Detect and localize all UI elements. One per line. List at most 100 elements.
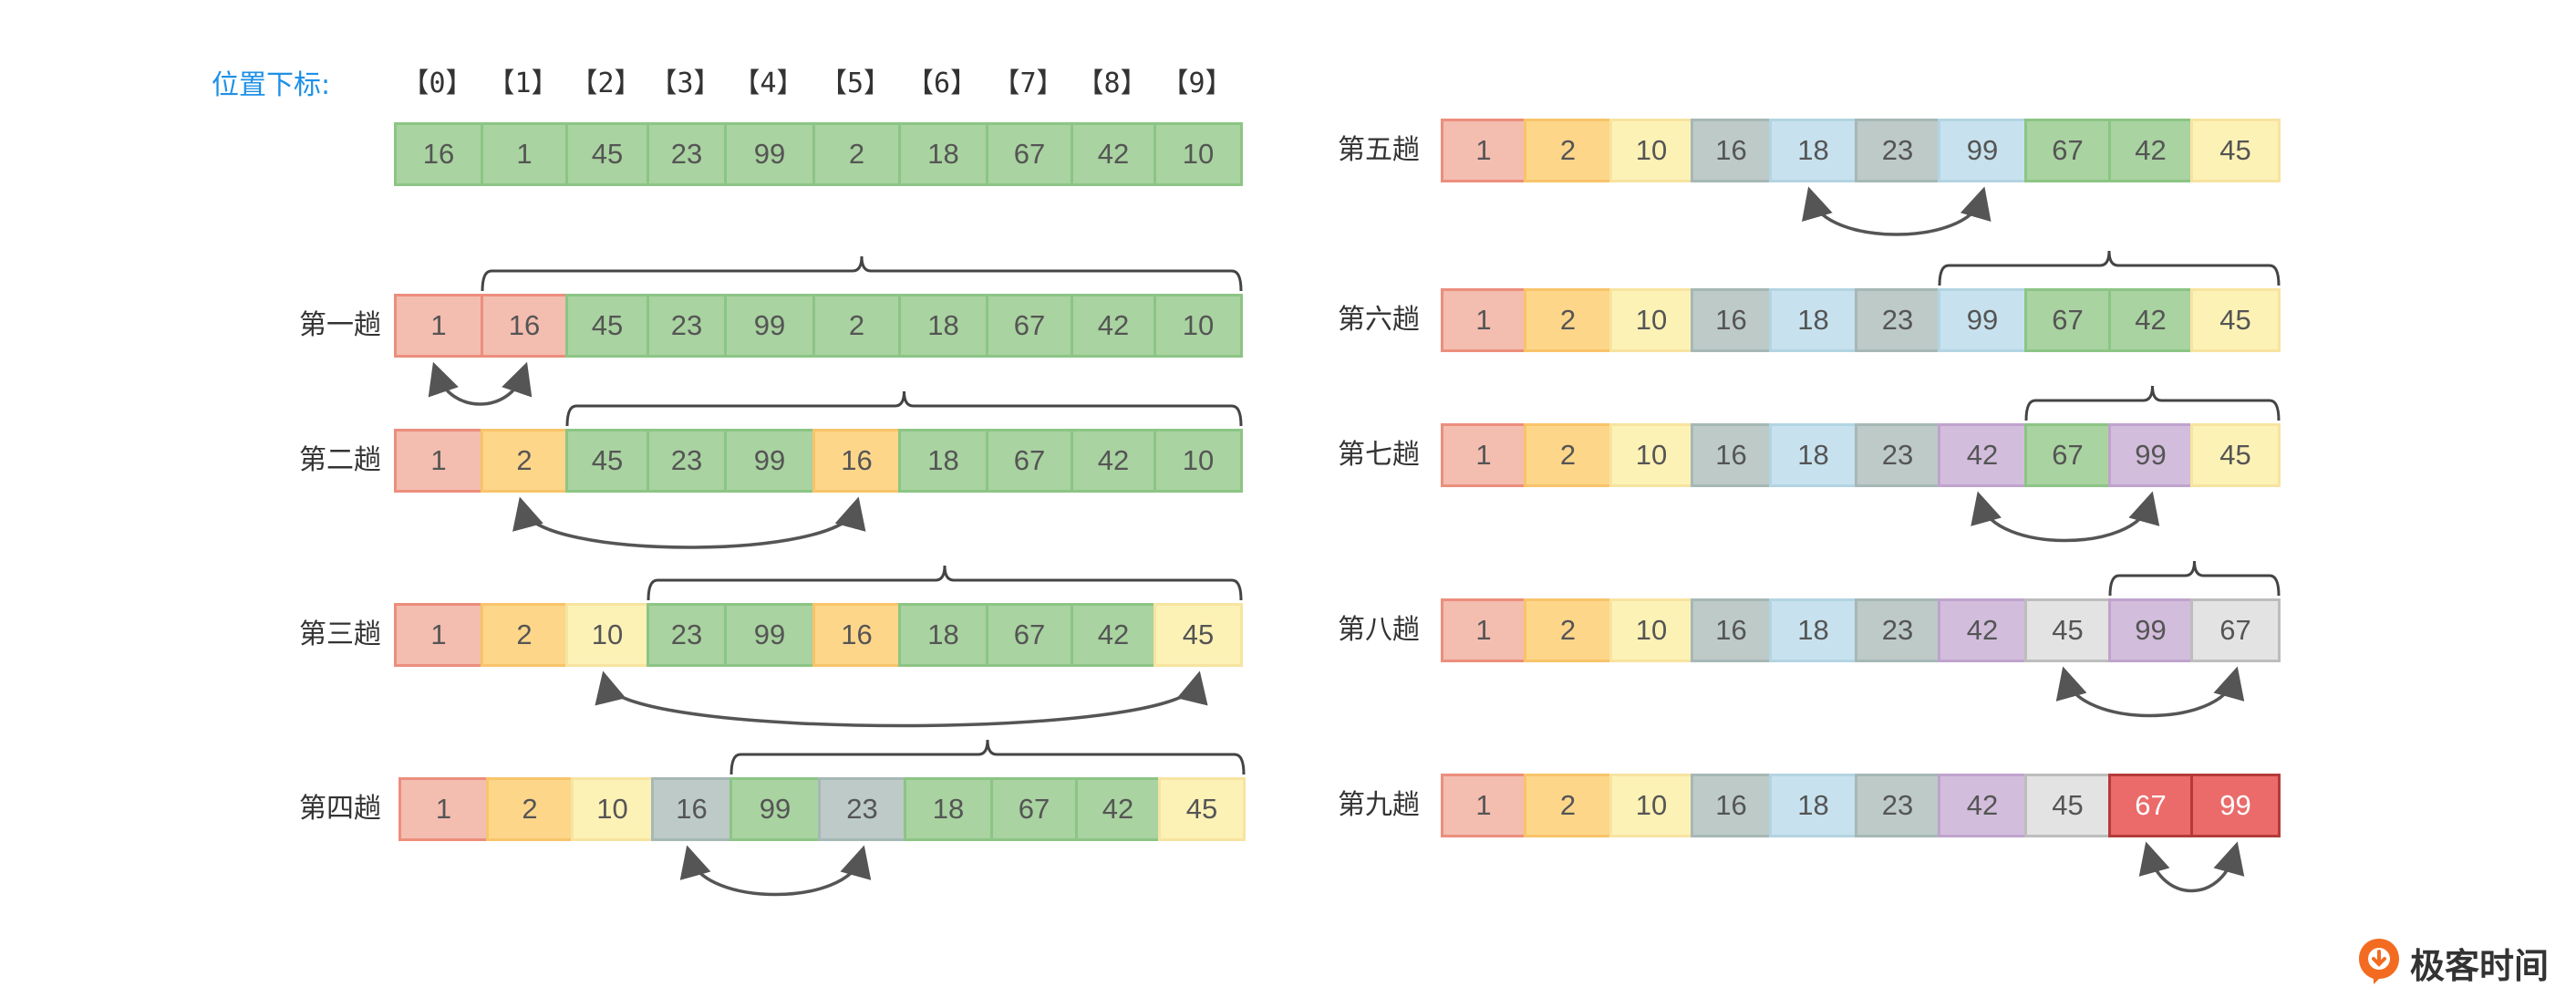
swap-arrow — [679, 845, 872, 897]
array-cell: 18 — [1769, 288, 1857, 352]
array-cell: 2 — [481, 429, 568, 493]
array-cell: 45 — [2024, 598, 2111, 662]
array-cell: 18 — [898, 294, 988, 358]
array-cell: 1 — [394, 294, 483, 358]
pass-label: 第一趟 — [299, 309, 381, 341]
index-label: 【7】 — [992, 68, 1064, 99]
pass-label: 第七趟 — [1338, 439, 1420, 471]
array-cell: 18 — [898, 429, 988, 493]
array-cell: 10 — [1154, 122, 1243, 186]
array-cell: 10 — [1609, 774, 1693, 837]
array-cell: 67 — [986, 122, 1073, 186]
array-cell: 42 — [2108, 288, 2193, 352]
index-label: 【5】 — [819, 68, 892, 99]
index-label: 【1】 — [487, 68, 559, 99]
array-cell: 10 — [1154, 294, 1243, 358]
swap-arrow — [2138, 841, 2245, 893]
array-cell: 42 — [1071, 429, 1156, 493]
pass-label: 第五趟 — [1338, 134, 1420, 166]
array-cell: 16 — [394, 122, 483, 186]
pass-label: 第八趟 — [1338, 614, 1420, 646]
array-cell: 16 — [1691, 598, 1772, 662]
array-cell: 42 — [1071, 603, 1156, 667]
array-cell: 67 — [2024, 423, 2111, 487]
swap-arrow — [595, 671, 1208, 728]
array-cell: 1 — [481, 122, 568, 186]
array-cell: 23 — [647, 294, 727, 358]
index-label: 【6】 — [905, 68, 978, 99]
array-cell: 67 — [2108, 774, 2193, 837]
array-cell: 23 — [1855, 288, 1940, 352]
array-cell: 45 — [2190, 288, 2281, 352]
swap-arrow — [1802, 186, 1991, 236]
array-cell: 2 — [1524, 774, 1612, 837]
unsorted-brace — [1938, 250, 2281, 286]
array-cell: 67 — [2024, 288, 2111, 352]
array-cell: 2 — [486, 777, 574, 841]
array-cell: 67 — [2190, 598, 2281, 662]
brand-name: 极客时间 — [2410, 945, 2550, 986]
array-cell: 2 — [481, 603, 568, 667]
array-cell: 18 — [1769, 423, 1857, 487]
brand-logo: 极客时间 — [2357, 930, 2549, 994]
array-cell: 99 — [2108, 423, 2193, 487]
array-cell: 18 — [1769, 774, 1857, 837]
pass-label: 第三趟 — [299, 619, 381, 650]
array-cell: 99 — [1938, 288, 2027, 352]
array-cell: 42 — [1938, 423, 2027, 487]
index-label: 【4】 — [732, 68, 804, 99]
index-label: 【3】 — [649, 68, 721, 99]
array-cell: 2 — [812, 294, 901, 358]
pass-label: 第四趟 — [299, 793, 381, 825]
array-cell: 67 — [986, 294, 1073, 358]
array-cell: 16 — [651, 777, 732, 841]
array-cell: 1 — [394, 603, 483, 667]
swap-arrow — [1971, 491, 2160, 543]
array-cell: 45 — [565, 122, 649, 186]
array-cell: 18 — [904, 777, 993, 841]
array-cell: 23 — [647, 603, 727, 667]
unsorted-brace — [481, 255, 1243, 292]
array-cell: 23 — [1855, 423, 1940, 487]
swap-arrow — [2055, 666, 2245, 718]
index-label: 【8】 — [1076, 68, 1148, 99]
array-cell: 99 — [724, 122, 815, 186]
array-cell: 16 — [1691, 288, 1772, 352]
array-cell: 16 — [812, 603, 901, 667]
array-cell: 16 — [481, 294, 568, 358]
unsorted-brace — [2024, 385, 2281, 421]
array-cell: 42 — [1938, 774, 2027, 837]
brand-mark-icon — [2359, 939, 2399, 984]
array-cell: 99 — [2108, 598, 2193, 662]
array-cell: 2 — [1524, 119, 1612, 182]
array-cell: 23 — [1855, 119, 1940, 182]
unsorted-brace — [729, 739, 1246, 775]
array-cell: 42 — [1938, 598, 2027, 662]
array-cell: 45 — [1158, 777, 1246, 841]
array-cell: 1 — [394, 429, 483, 493]
array-cell: 67 — [2024, 119, 2111, 182]
index-label: 【0】 — [401, 68, 473, 99]
array-cell: 18 — [1769, 598, 1857, 662]
pass-label: 第二趟 — [299, 444, 381, 476]
array-cell: 10 — [1609, 598, 1693, 662]
array-cell: 99 — [1938, 119, 2027, 182]
array-cell: 99 — [724, 294, 815, 358]
array-cell: 16 — [1691, 423, 1772, 487]
array-cell: 10 — [1609, 119, 1693, 182]
array-cell: 1 — [1441, 598, 1526, 662]
array-cell: 45 — [565, 294, 649, 358]
array-cell: 99 — [2190, 774, 2281, 837]
array-cell: 23 — [818, 777, 906, 841]
array-cell: 99 — [724, 603, 815, 667]
array-cell: 1 — [1441, 119, 1526, 182]
array-cell: 99 — [729, 777, 821, 841]
unsorted-brace — [565, 390, 1243, 427]
array-cell: 45 — [565, 429, 649, 493]
array-cell: 10 — [1609, 288, 1693, 352]
array-cell: 2 — [1524, 288, 1612, 352]
array-cell: 23 — [647, 122, 727, 186]
array-cell: 1 — [398, 777, 489, 841]
array-cell: 18 — [1769, 119, 1857, 182]
